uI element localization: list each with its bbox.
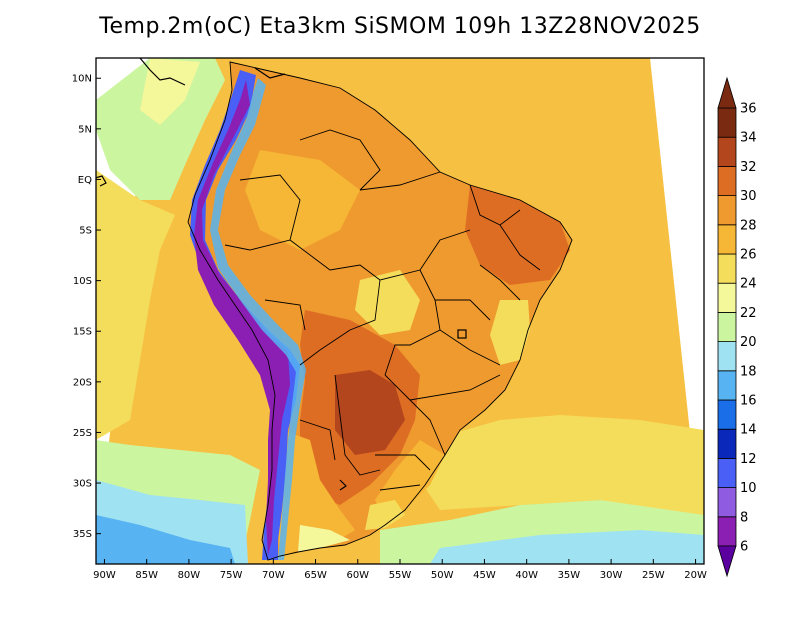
- colorbar-swatch: [717, 253, 737, 284]
- argentina-pale: [298, 525, 350, 552]
- lat-tick-label: 30S: [73, 479, 92, 490]
- lat-tick-label: 15S: [73, 327, 92, 338]
- political-borders: [187, 61, 573, 561]
- lon-tick-label: 20W: [684, 570, 707, 581]
- colorbar-swatch: [717, 399, 737, 430]
- south-atlantic-mid-yellow: [420, 415, 704, 515]
- map-title: Temp.2m(oC) Eta3km SiSMOM 109h 13Z28NOV2…: [99, 14, 701, 39]
- colorbar-label: 10: [740, 481, 757, 496]
- longitude-axis: 90W 85W 80W 75W 70W 65W 60W 55W 50W 45W 40W 35W 30W 2…: [93, 559, 707, 581]
- colorbar-swatch: [717, 341, 737, 372]
- lat-tick-label: EQ: [78, 175, 92, 186]
- colorbar-label: 30: [740, 189, 757, 204]
- central-plateau-yellow: [355, 270, 420, 335]
- lon-tick-label: 65W: [304, 570, 327, 581]
- lon-tick-label: 45W: [473, 570, 496, 581]
- northeast-hot-patch: [465, 185, 570, 285]
- colorbar-swatch: [717, 487, 737, 518]
- lon-tick-label: 90W: [93, 570, 116, 581]
- lon-tick-label: 80W: [178, 570, 201, 581]
- pacific-west-yellow: [96, 170, 175, 440]
- colorbar-swatch: [717, 195, 737, 226]
- colorbar-swatch: [717, 282, 737, 313]
- colorbar-label: 34: [740, 131, 757, 146]
- colorbar-label: 24: [740, 277, 757, 292]
- colorbar-label: 18: [740, 364, 757, 379]
- southwest-colder-water: [96, 515, 235, 564]
- lon-tick-label: 70W: [262, 570, 285, 581]
- map-panel: [96, 58, 704, 564]
- colorbar-min-arrow: [717, 545, 737, 578]
- colorbar-label: 36: [740, 102, 757, 117]
- colorbar-label: 28: [740, 218, 757, 233]
- colorbar-label: 20: [740, 335, 757, 350]
- lat-tick-label: 25S: [73, 428, 92, 439]
- amazon-orange-patch: [245, 150, 360, 250]
- chaco-hottest-core: [335, 370, 405, 455]
- lon-tick-label: 30W: [600, 570, 623, 581]
- lat-tick-label: 35S: [73, 529, 92, 540]
- lat-tick-label: 5S: [79, 226, 92, 237]
- colorbar-label: 6: [740, 540, 748, 555]
- colorbar-label: 12: [740, 452, 757, 467]
- colorbar-swatch: [717, 107, 737, 138]
- lon-tick-label: 60W: [346, 570, 369, 581]
- lon-tick-label: 25W: [642, 570, 665, 581]
- colorbar-swatch: [717, 165, 737, 196]
- lon-tick-label: 40W: [515, 570, 538, 581]
- south-atlantic-east-cooler: [430, 530, 704, 564]
- colorbar-swatch: [717, 224, 737, 255]
- lat-tick-label: 5N: [78, 124, 92, 135]
- colorbar-label: 32: [740, 160, 757, 175]
- colorbar-swatch: [717, 457, 737, 488]
- colorbar: 6 8 10 12 14 16 18 20 22 24 26 28 30 32 34 36: [717, 76, 757, 578]
- lon-tick-label: 50W: [431, 570, 454, 581]
- colorbar-swatch: [717, 428, 737, 459]
- colorbar-label: 26: [740, 248, 757, 263]
- colorbar-label: 14: [740, 423, 757, 438]
- latitude-axis: 10N 5N EQ 5S 10S 15S 20S 25S 30S 35S: [72, 74, 101, 540]
- lon-tick-label: 85W: [135, 570, 158, 581]
- colorbar-swatch: [717, 136, 737, 167]
- colorbar-label: 16: [740, 394, 757, 409]
- andes-coldest-core: [194, 80, 290, 555]
- uruguay-yellow: [365, 500, 405, 530]
- colorbar-label: 8: [740, 510, 748, 525]
- lat-tick-label: 10S: [73, 276, 92, 287]
- lon-tick-label: 35W: [558, 570, 581, 581]
- andes-light-fringe: [210, 78, 306, 560]
- colorbar-swatch: [717, 370, 737, 401]
- lon-tick-label: 75W: [220, 570, 243, 581]
- pacific-north-cool: [96, 58, 225, 200]
- colorbar-max-arrow: [717, 76, 737, 109]
- lat-tick-label: 10N: [72, 74, 92, 85]
- lon-tick-label: 55W: [389, 570, 412, 581]
- northeast-coastal-yellow: [490, 300, 530, 365]
- colorbar-label: 22: [740, 306, 757, 321]
- argentina-yellow: [276, 430, 355, 556]
- colorbar-swatch: [717, 516, 737, 547]
- colorbar-swatch: [717, 311, 737, 342]
- lat-tick-label: 20S: [73, 377, 92, 388]
- coastline-islands: [96, 58, 467, 491]
